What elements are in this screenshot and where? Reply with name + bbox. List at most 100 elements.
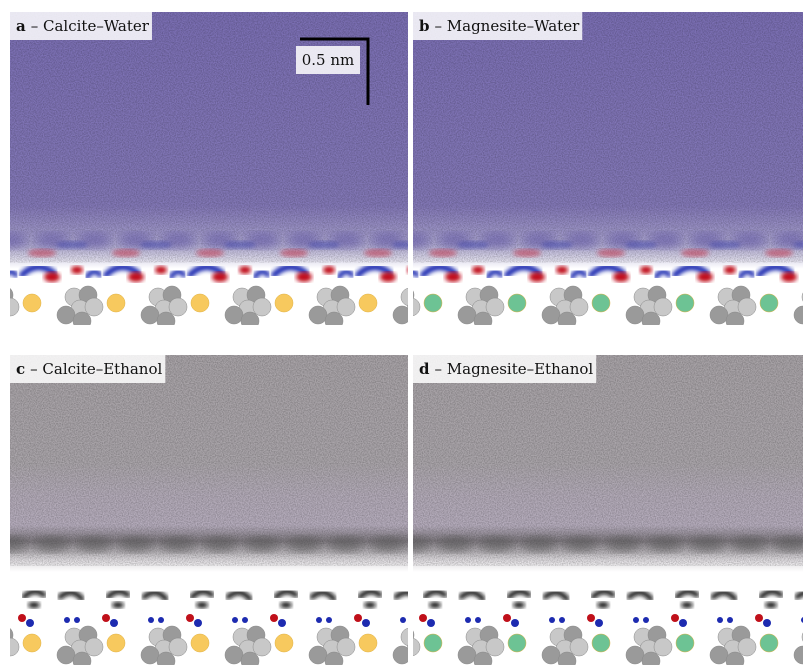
anion-atom bbox=[710, 306, 728, 324]
anion-atom bbox=[57, 306, 75, 324]
band-spot bbox=[733, 536, 765, 552]
anion-atom bbox=[0, 312, 7, 330]
blob bbox=[102, 614, 110, 622]
blob bbox=[354, 614, 362, 622]
blob bbox=[280, 249, 308, 257]
blob bbox=[28, 602, 40, 608]
panel-label: b – Magnesite–Water bbox=[419, 17, 580, 35]
blob bbox=[643, 617, 649, 623]
blob bbox=[765, 602, 777, 608]
blob bbox=[475, 617, 481, 623]
blob bbox=[724, 266, 736, 274]
anion-atom bbox=[738, 298, 756, 316]
blob bbox=[681, 602, 693, 608]
band-spot bbox=[204, 536, 236, 552]
band-spot bbox=[288, 536, 320, 552]
blob bbox=[595, 619, 603, 627]
figure: a– Calcite–Water b – Magnesite–Water c – Cal… bbox=[0, 0, 803, 665]
panel-label: d– Magnesite–Ethanol bbox=[419, 360, 593, 378]
blob bbox=[28, 249, 56, 257]
anion-atom bbox=[1, 298, 19, 316]
anion-atom bbox=[141, 306, 159, 324]
panel-title: – Magnesite–Water bbox=[435, 17, 581, 35]
anion-atom bbox=[169, 638, 187, 656]
anion-atom bbox=[570, 638, 588, 656]
blob bbox=[326, 617, 332, 623]
blob bbox=[503, 614, 511, 622]
panel-title: – Calcite–Water bbox=[31, 17, 150, 35]
cation bbox=[275, 294, 293, 312]
blob bbox=[128, 272, 144, 282]
anion-atom bbox=[225, 306, 243, 324]
anion-atom bbox=[393, 306, 411, 324]
blob bbox=[26, 619, 34, 627]
blob bbox=[709, 241, 741, 249]
anion-atom bbox=[654, 298, 672, 316]
panel-label: a– Calcite–Water bbox=[16, 17, 150, 35]
cation bbox=[508, 294, 526, 312]
anion-atom bbox=[393, 646, 411, 664]
panel-letter: b bbox=[419, 17, 430, 35]
anion-atom bbox=[458, 646, 476, 664]
anion-atom bbox=[225, 646, 243, 664]
blob bbox=[308, 241, 340, 249]
blob bbox=[296, 272, 312, 282]
blob bbox=[44, 272, 60, 282]
blob bbox=[158, 617, 164, 623]
blob bbox=[112, 249, 140, 257]
blob bbox=[465, 617, 471, 623]
anion-atom bbox=[169, 298, 187, 316]
blob bbox=[224, 241, 256, 249]
blob bbox=[717, 617, 723, 623]
blob bbox=[362, 619, 370, 627]
blob bbox=[64, 617, 70, 623]
anion-atom bbox=[1, 638, 19, 656]
cation bbox=[23, 634, 41, 652]
band-spot bbox=[565, 536, 597, 552]
blob bbox=[155, 266, 167, 274]
blob bbox=[239, 266, 251, 274]
blob bbox=[110, 619, 118, 627]
blob bbox=[280, 602, 292, 608]
band-spot bbox=[649, 536, 681, 552]
cation bbox=[424, 634, 442, 652]
cation bbox=[107, 294, 125, 312]
anion-atom bbox=[626, 646, 644, 664]
cation bbox=[760, 634, 778, 652]
blob bbox=[74, 617, 80, 623]
blob bbox=[3, 271, 16, 277]
band-spot bbox=[246, 536, 278, 552]
blob bbox=[364, 602, 376, 608]
blob bbox=[613, 272, 629, 282]
anion-atom bbox=[642, 312, 660, 330]
panel-letter: d bbox=[419, 360, 430, 378]
blob bbox=[511, 619, 519, 627]
anion-atom bbox=[157, 312, 175, 330]
panel bbox=[339, 12, 803, 330]
anion-atom bbox=[654, 638, 672, 656]
cation bbox=[508, 634, 526, 652]
blob bbox=[587, 614, 595, 622]
band-spot bbox=[120, 536, 152, 552]
blob bbox=[140, 241, 172, 249]
blob bbox=[316, 617, 322, 623]
noise bbox=[413, 12, 803, 262]
anion-atom bbox=[85, 298, 103, 316]
cation bbox=[191, 294, 209, 312]
blob bbox=[232, 617, 238, 623]
blob bbox=[445, 272, 461, 282]
anion-atom bbox=[337, 638, 355, 656]
band-spot bbox=[372, 536, 404, 552]
panel-letter: c bbox=[16, 360, 25, 378]
blob bbox=[186, 614, 194, 622]
anion-atom bbox=[458, 306, 476, 324]
anion-atom bbox=[738, 638, 756, 656]
blob bbox=[633, 617, 639, 623]
band-spot bbox=[439, 536, 471, 552]
blob bbox=[679, 619, 687, 627]
blob bbox=[457, 241, 489, 249]
blob bbox=[194, 619, 202, 627]
blob bbox=[755, 614, 763, 622]
band-spot bbox=[481, 536, 513, 552]
band-spot bbox=[523, 536, 555, 552]
